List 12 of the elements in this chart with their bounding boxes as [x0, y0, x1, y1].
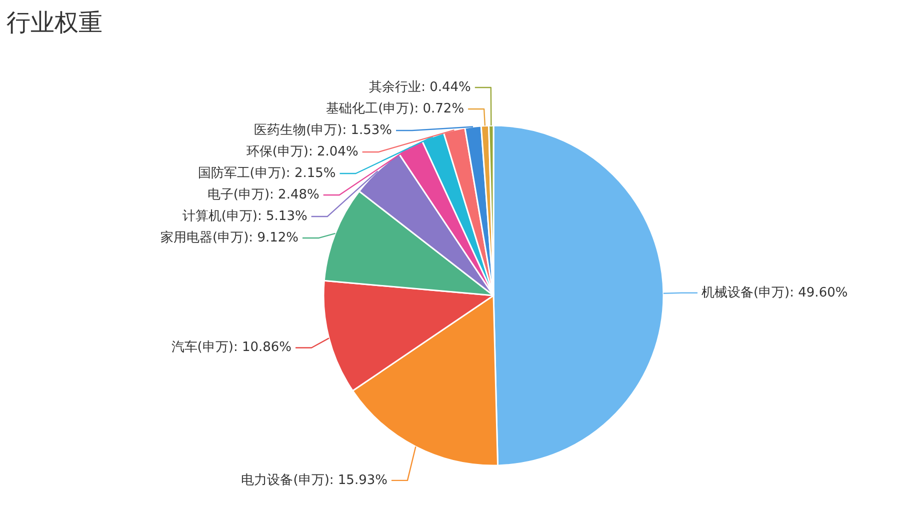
- slice-label: 计算机(申万): 5.13%: [182, 209, 308, 224]
- slice-label: 其余行业: 0.44%: [369, 80, 471, 96]
- slice-label: 机械设备(申万): 49.60%: [701, 285, 848, 300]
- chart-title: 行业权重: [6, 8, 102, 36]
- slice-label: 家用电器(申万): 9.12%: [160, 230, 298, 246]
- slice-label: 电力设备(申万): 15.93%: [241, 472, 388, 488]
- slice-label: 环保(申万): 2.04%: [246, 144, 358, 160]
- slice-label: 医药生物(申万): 1.53%: [254, 123, 392, 138]
- slice-label: 基础化工(申万): 0.72%: [326, 102, 464, 117]
- slice-label: 汽车(申万): 10.86%: [171, 340, 292, 356]
- slice-label: 国防军工(申万): 2.15%: [198, 166, 336, 182]
- slice-label: 电子(申万): 2.48%: [207, 188, 320, 203]
